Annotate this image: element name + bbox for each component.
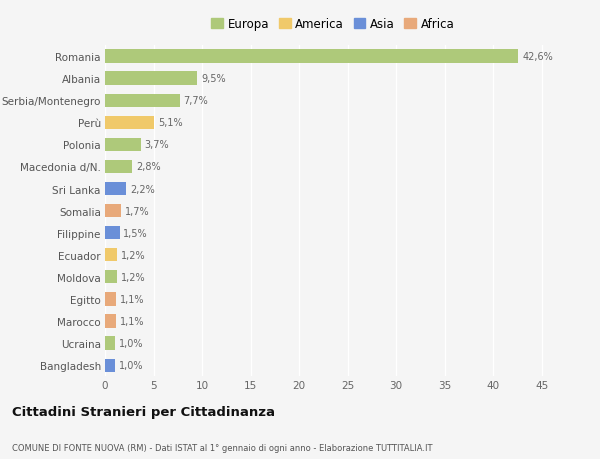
Legend: Europa, America, Asia, Africa: Europa, America, Asia, Africa [209, 16, 457, 34]
Text: 1,0%: 1,0% [119, 360, 143, 370]
Bar [105, 271, 116, 284]
Text: 5,1%: 5,1% [158, 118, 183, 128]
Bar [105, 337, 115, 350]
Bar [105, 95, 180, 107]
Text: COMUNE DI FONTE NUOVA (RM) - Dati ISTAT al 1° gennaio di ogni anno - Elaborazion: COMUNE DI FONTE NUOVA (RM) - Dati ISTAT … [12, 443, 433, 452]
Bar [105, 117, 154, 129]
Text: 1,7%: 1,7% [125, 206, 150, 216]
Bar [105, 183, 127, 196]
Text: 2,8%: 2,8% [136, 162, 161, 172]
Text: 3,7%: 3,7% [145, 140, 169, 150]
Bar [105, 249, 116, 262]
Bar [105, 50, 518, 63]
Bar [105, 139, 141, 151]
Text: 1,1%: 1,1% [119, 294, 144, 304]
Text: 1,2%: 1,2% [121, 272, 145, 282]
Bar [105, 359, 115, 372]
Text: 1,0%: 1,0% [119, 338, 143, 348]
Text: 42,6%: 42,6% [522, 52, 553, 62]
Text: 1,1%: 1,1% [119, 316, 144, 326]
Text: 7,7%: 7,7% [184, 96, 208, 106]
Text: 1,5%: 1,5% [124, 228, 148, 238]
Bar [105, 315, 116, 328]
Bar [105, 205, 121, 218]
Bar [105, 161, 132, 174]
Bar [105, 227, 119, 240]
Bar [105, 73, 197, 85]
Text: Cittadini Stranieri per Cittadinanza: Cittadini Stranieri per Cittadinanza [12, 405, 275, 419]
Text: 1,2%: 1,2% [121, 250, 145, 260]
Bar [105, 293, 116, 306]
Text: 2,2%: 2,2% [130, 184, 155, 194]
Text: 9,5%: 9,5% [201, 74, 226, 84]
